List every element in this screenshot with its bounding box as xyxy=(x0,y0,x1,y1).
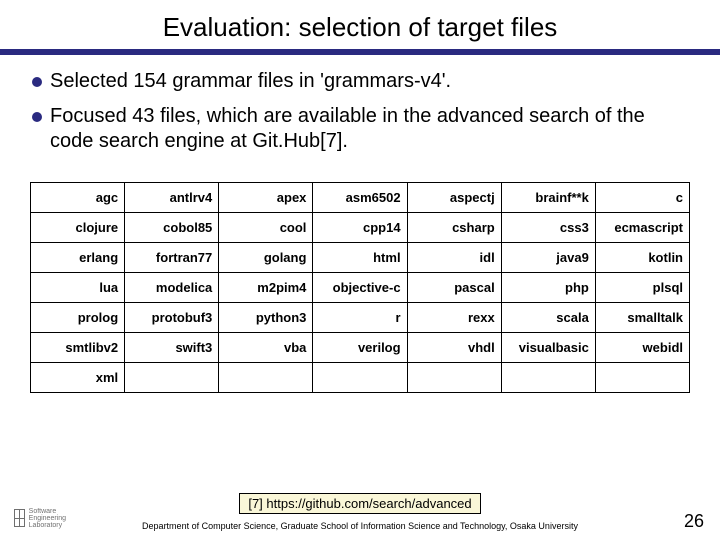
table-cell: aspectj xyxy=(407,183,501,213)
table-cell: lua xyxy=(31,273,125,303)
reference-box: [7] https://github.com/search/advanced xyxy=(239,493,480,514)
table-cell: prolog xyxy=(31,303,125,333)
language-table-wrap: agcantlrv4apexasm6502aspectjbrainf**kc cl… xyxy=(24,182,696,393)
table-cell: rexx xyxy=(407,303,501,333)
department-line: Department of Computer Science, Graduate… xyxy=(142,521,578,531)
table-cell: erlang xyxy=(31,243,125,273)
table-cell: objective-c xyxy=(313,273,407,303)
table-cell: golang xyxy=(219,243,313,273)
table-cell: agc xyxy=(31,183,125,213)
table-cell: java9 xyxy=(501,243,595,273)
table-cell: c xyxy=(595,183,689,213)
bullet-item: Selected 154 grammar files in 'grammars-… xyxy=(32,69,688,94)
table-cell: antlrv4 xyxy=(125,183,219,213)
table-cell: r xyxy=(313,303,407,333)
table-cell: swift3 xyxy=(125,333,219,363)
table-cell: vba xyxy=(219,333,313,363)
bullet-text: Selected 154 grammar files in 'grammars-… xyxy=(50,69,688,94)
language-table: agcantlrv4apexasm6502aspectjbrainf**kc cl… xyxy=(30,182,690,393)
table-cell: visualbasic xyxy=(501,333,595,363)
table-cell: pascal xyxy=(407,273,501,303)
table-cell: fortran77 xyxy=(125,243,219,273)
table-cell xyxy=(125,363,219,393)
table-cell xyxy=(595,363,689,393)
bullet-item: Focused 43 files, which are available in… xyxy=(32,104,688,154)
table-cell: smtlibv2 xyxy=(31,333,125,363)
table-cell: clojure xyxy=(31,213,125,243)
table-cell: verilog xyxy=(313,333,407,363)
table-cell: csharp xyxy=(407,213,501,243)
table-cell: cool xyxy=(219,213,313,243)
bullet-text: Focused 43 files, which are available in… xyxy=(50,104,688,154)
table-cell: m2pim4 xyxy=(219,273,313,303)
table-cell: kotlin xyxy=(595,243,689,273)
table-cell: apex xyxy=(219,183,313,213)
table-cell: cpp14 xyxy=(313,213,407,243)
bullet-list: Selected 154 grammar files in 'grammars-… xyxy=(24,69,696,154)
table-cell: brainf**k xyxy=(501,183,595,213)
page-number: 26 xyxy=(684,511,704,532)
bullet-dot-icon xyxy=(32,112,42,122)
table-cell xyxy=(313,363,407,393)
table-cell: html xyxy=(313,243,407,273)
table-cell: modelica xyxy=(125,273,219,303)
slide-title: Evaluation: selection of target files xyxy=(24,12,696,43)
table-cell xyxy=(501,363,595,393)
table-cell: asm6502 xyxy=(313,183,407,213)
table-cell: php xyxy=(501,273,595,303)
table-cell: css3 xyxy=(501,213,595,243)
bullet-dot-icon xyxy=(32,77,42,87)
table-cell: protobuf3 xyxy=(125,303,219,333)
table-cell xyxy=(219,363,313,393)
table-cell: vhdl xyxy=(407,333,501,363)
table-cell xyxy=(407,363,501,393)
footer: [7] https://github.com/search/advanced D… xyxy=(0,493,720,534)
table-cell: python3 xyxy=(219,303,313,333)
table-cell: xml xyxy=(31,363,125,393)
table-cell: ecmascript xyxy=(595,213,689,243)
title-underline xyxy=(0,49,720,55)
table-cell: idl xyxy=(407,243,501,273)
table-cell: scala xyxy=(501,303,595,333)
table-cell: webidl xyxy=(595,333,689,363)
table-cell: cobol85 xyxy=(125,213,219,243)
table-cell: plsql xyxy=(595,273,689,303)
table-cell: smalltalk xyxy=(595,303,689,333)
